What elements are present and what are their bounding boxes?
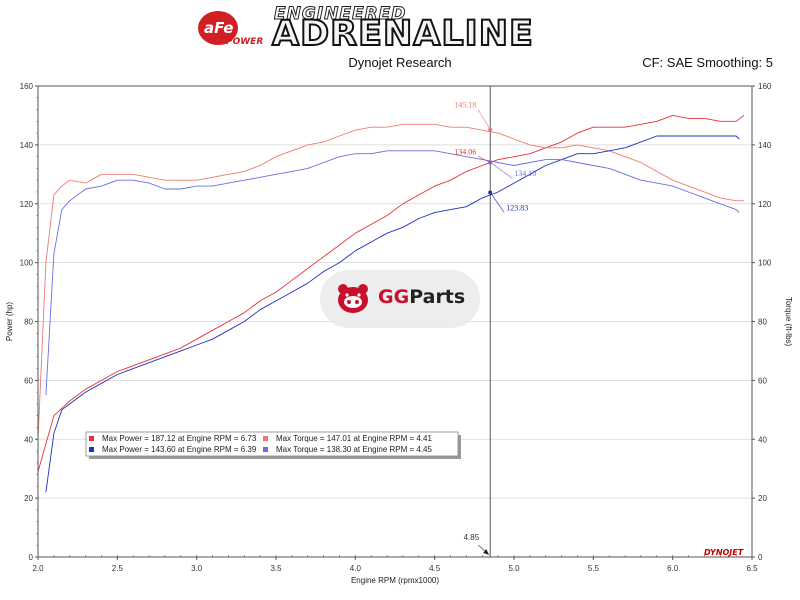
- y-tick-label-right: 140: [758, 141, 772, 150]
- legend-swatch: [263, 436, 268, 441]
- logo-text: aFe: [204, 19, 233, 37]
- annotation-label: 134.10: [514, 169, 536, 178]
- x-tick-label: 4.0: [350, 564, 362, 573]
- chart-axes: 0 0 20 20 40 40 60 60 80 80 100 100 120 120 140 140 160 1…: [5, 82, 793, 585]
- cursor-rpm-label: 4.85: [464, 533, 480, 542]
- x-tick-label: 2.0: [32, 564, 44, 573]
- legend-entry: Max Power = 187.12 at Engine RPM = 6.73: [102, 434, 257, 443]
- legend-swatch: [89, 436, 94, 441]
- legend-entry: Max Torque = 138.30 at Engine RPM = 4.45: [276, 445, 433, 454]
- plot-frame: [37, 85, 753, 558]
- y-tick-label-left: 40: [24, 435, 33, 444]
- value-annotations: 145.18 134.06 134.10 123.83: [454, 101, 536, 213]
- brand-tagline-main: ADRENALINE: [271, 13, 534, 55]
- ggparts-watermark: GGParts: [320, 270, 480, 328]
- series-line-0: [37, 114, 745, 472]
- series-line-1: [37, 123, 745, 440]
- x-tick-label: 6.5: [746, 564, 758, 573]
- annotation-marker: [488, 190, 493, 195]
- legend-swatch: [263, 447, 268, 452]
- legend-entry: Max Torque = 147.01 at Engine RPM = 4.41: [276, 434, 433, 443]
- y-tick-label-right: 80: [758, 318, 767, 327]
- annotation-label: 134.06: [454, 147, 476, 156]
- ggparts-wordmark-gg: GG: [378, 286, 410, 308]
- y-tick-label-right: 160: [758, 82, 772, 91]
- chart-series-group: [37, 114, 745, 493]
- x-tick-label: 4.5: [429, 564, 441, 573]
- y-tick-label-right: 20: [758, 494, 767, 503]
- legend-entry: Max Power = 143.60 at Engine RPM = 6.39: [102, 445, 257, 454]
- annotation-marker: [488, 160, 493, 165]
- x-tick-label: 5.0: [508, 564, 520, 573]
- y-tick-label-left: 140: [20, 141, 34, 150]
- brand-tagline-top: ENGINEERED: [273, 4, 407, 25]
- legend-swatch: [89, 447, 94, 452]
- correction-factor-label: CF: SAE Smoothing: 5: [642, 55, 773, 70]
- afe-power-logo: aFe POWER: [198, 11, 263, 47]
- y-tick-label-right: 60: [758, 376, 767, 385]
- ggparts-wordmark: GGParts: [378, 286, 465, 308]
- ggparts-mascot-icon: [338, 284, 368, 313]
- y-tick-label-right: 120: [758, 200, 772, 209]
- y-axis-title-left: Power (hp): [5, 302, 14, 341]
- y-tick-label-right: 100: [758, 259, 772, 268]
- x-tick-label: 2.5: [112, 564, 124, 573]
- chart-subtitle: Dynojet Research: [348, 55, 452, 70]
- x-tick-label: 5.5: [588, 564, 600, 573]
- y-axis-title-right: Torque (ft-lbs): [784, 297, 793, 347]
- series-line-3: [45, 150, 740, 396]
- annotation-leader: [477, 109, 491, 130]
- annotation-leader: [490, 162, 513, 179]
- y-tick-label-right: 0: [758, 553, 763, 562]
- ggparts-wordmark-parts: Parts: [409, 286, 466, 308]
- cursor-arrow-head: [483, 549, 490, 555]
- chart-header: aFe POWER ENGINEERED ADRENALINE Dynojet …: [0, 0, 800, 80]
- x-tick-label: 3.5: [270, 564, 282, 573]
- x-axis-title: Engine RPM (rpmx1000): [351, 576, 439, 585]
- y-tick-label-left: 80: [24, 318, 33, 327]
- y-tick-label-left: 20: [24, 494, 33, 503]
- logo-sub-text: POWER: [226, 37, 263, 47]
- x-tick-label: 3.0: [191, 564, 203, 573]
- series-line-2: [45, 135, 740, 493]
- annotation-label: 123.83: [506, 203, 528, 212]
- y-tick-label-left: 0: [29, 553, 34, 562]
- y-tick-label-left: 160: [20, 82, 34, 91]
- rpm-cursor[interactable]: 4.85: [464, 86, 491, 557]
- y-tick-label-left: 60: [24, 376, 33, 385]
- legend-box: [85, 431, 459, 457]
- y-tick-label-left: 100: [20, 259, 34, 268]
- y-tick-label-left: 120: [20, 200, 34, 209]
- x-tick-label: 6.0: [667, 564, 679, 573]
- annotation-leader: [489, 192, 505, 213]
- dynojet-logo: DYNOJET: [704, 548, 744, 557]
- y-tick-label-right: 40: [758, 435, 767, 444]
- chart-legend: Max Power = 187.12 at Engine RPM = 6.73 M…: [85, 431, 461, 459]
- annotation-label: 145.18: [454, 101, 476, 110]
- annotation-marker: [488, 127, 493, 132]
- annotation-leader: [478, 156, 491, 163]
